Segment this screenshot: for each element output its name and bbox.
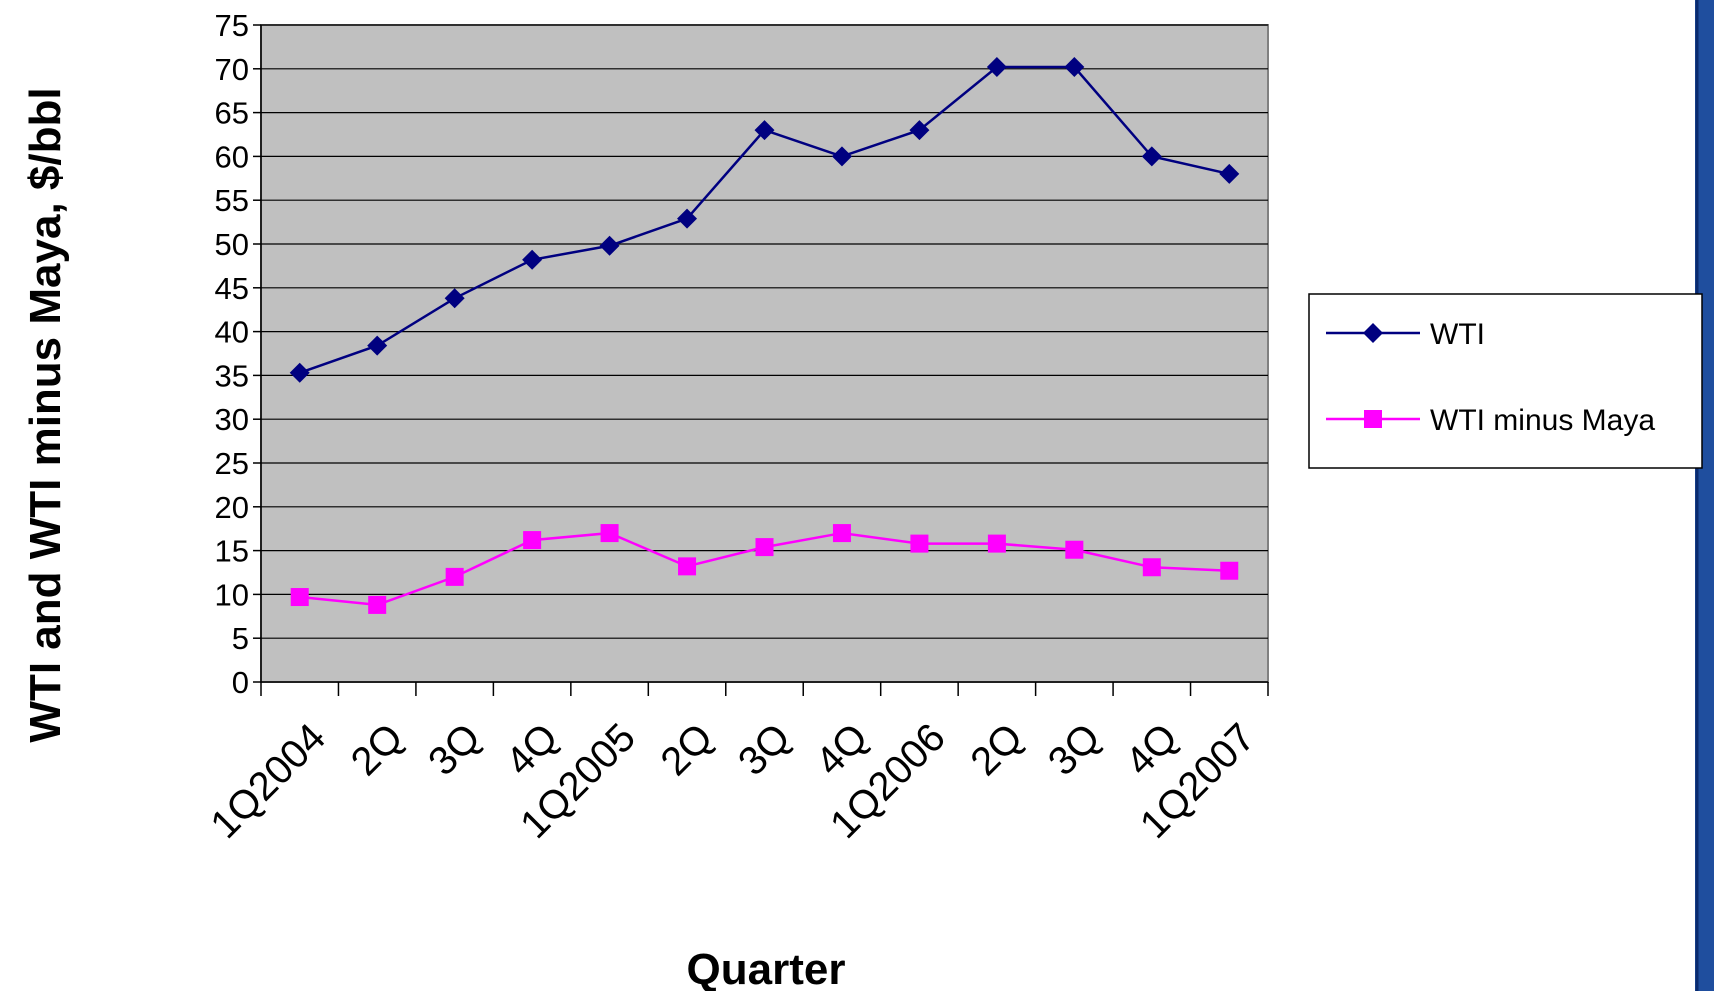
data-point (523, 531, 542, 550)
data-point (987, 534, 1006, 553)
y-tick-label: 70 (215, 52, 249, 87)
data-point (444, 288, 465, 309)
data-point (1142, 558, 1161, 577)
data-point (1141, 146, 1162, 167)
data-point (755, 538, 774, 557)
y-tick-label: 25 (215, 446, 249, 481)
y-tick-label: 65 (215, 96, 249, 131)
y-tick-label: 75 (215, 8, 249, 43)
y-tick-label: 10 (215, 577, 249, 612)
legend-label: WTI minus Maya (1430, 404, 1655, 437)
legend-marker (1364, 410, 1382, 428)
data-point (1219, 163, 1240, 184)
data-point (445, 567, 464, 586)
x-tick-label: 2Q (653, 715, 722, 784)
data-point (678, 557, 697, 576)
x-tick-label: 3Q (420, 715, 489, 784)
x-tick-label: 2Q (962, 715, 1031, 784)
data-point (368, 595, 387, 614)
legend-box (1308, 293, 1703, 469)
y-tick-label: 40 (215, 315, 249, 350)
y-tick-label: 60 (215, 139, 249, 174)
data-point (754, 120, 775, 141)
data-point (986, 57, 1007, 78)
data-point (910, 534, 929, 553)
y-tick-labels: 0 5 10 15 20 25 30 35 40 45 50 55 60 65 70 75 (215, 8, 249, 700)
x-tick-label: 2Q (343, 715, 412, 784)
legend-entries: WTI WTI minus Maya (1326, 318, 1655, 437)
y-tick-label: 5 (232, 621, 249, 656)
data-point (599, 235, 620, 256)
x-tick-label: 3Q (1040, 715, 1109, 784)
x-tick-label: 3Q (730, 715, 799, 784)
y-tick-label: 45 (215, 271, 249, 306)
data-point (367, 335, 388, 356)
y-tick-label: 35 (215, 358, 249, 393)
data-point (600, 524, 619, 543)
y-tick-label: 30 (215, 402, 249, 437)
x-axis-title: Quarter (687, 945, 846, 991)
data-point (1064, 57, 1085, 78)
legend-label: WTI (1430, 318, 1485, 351)
y-tick-label: 0 (232, 665, 249, 700)
data-point (1065, 540, 1084, 559)
legend-marker (1363, 323, 1383, 343)
data-point (290, 588, 309, 607)
data-point (1220, 561, 1239, 580)
series-group (289, 57, 1240, 614)
y-tick-label: 20 (215, 490, 249, 525)
data-point (522, 249, 543, 270)
y-tick-label: 50 (215, 227, 249, 262)
data-point (909, 120, 930, 141)
window-edge (1695, 0, 1714, 991)
data-point (831, 146, 852, 167)
x-tick-label: 1Q2004 (202, 715, 334, 847)
y-axis-title: WTI and WTI minus Maya, $/bbl (21, 87, 70, 742)
data-point (677, 208, 698, 229)
axes (253, 24, 1269, 696)
gridlines (261, 24, 1268, 639)
legend: WTI WTI minus Maya (1308, 293, 1703, 469)
y-tick-label: 15 (215, 534, 249, 569)
data-point (832, 524, 851, 543)
data-point (289, 362, 310, 383)
y-tick-label: 55 (215, 183, 249, 218)
